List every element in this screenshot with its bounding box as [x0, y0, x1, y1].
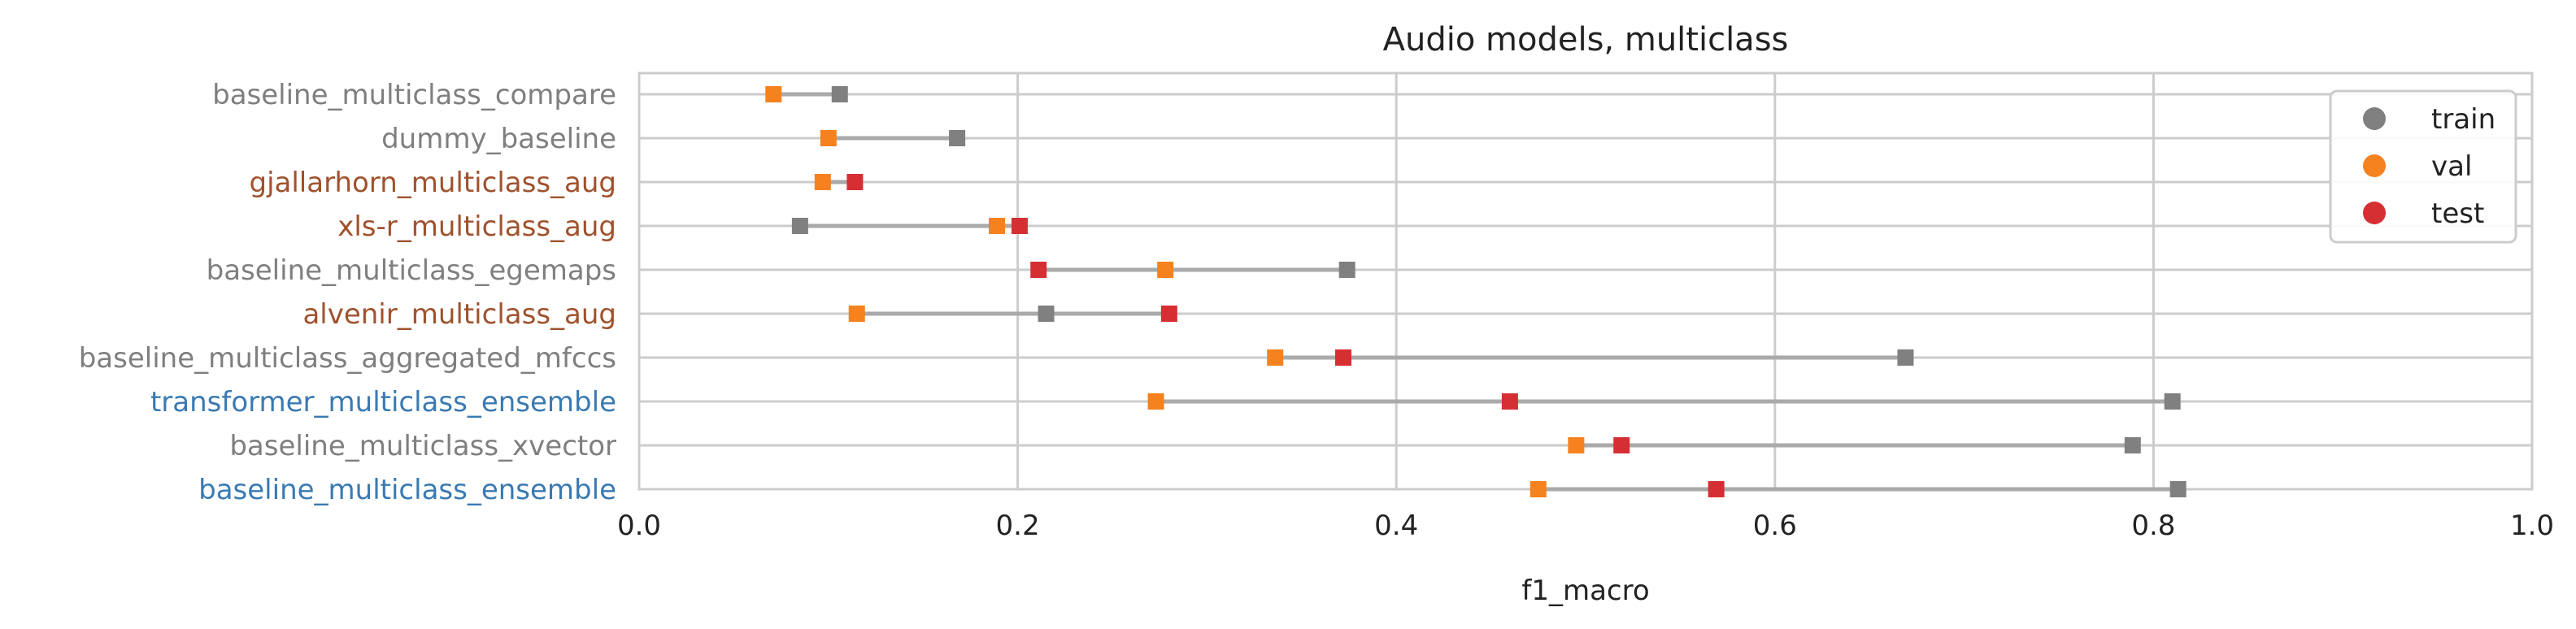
- val-marker: [1267, 349, 1284, 366]
- test-marker: [1501, 393, 1518, 410]
- train-marker: [949, 130, 966, 146]
- y-tick-label: baseline_multiclass_xvector: [229, 430, 616, 462]
- train-marker: [2169, 481, 2187, 497]
- val-marker: [1157, 262, 1174, 278]
- x-tick-label: 1.0: [2510, 510, 2554, 542]
- x-tick-label: 0.6: [1753, 510, 1797, 542]
- x-axis-label: f1_macro: [1521, 575, 1649, 607]
- x-tick-label: 0.8: [2131, 510, 2175, 542]
- train-marker: [831, 86, 848, 102]
- x-axis-ticks: 0.0 0.2 0.4 0.6 0.8 1.0: [617, 510, 2554, 542]
- legend-swatch-val: [2363, 154, 2386, 177]
- test-marker: [1030, 262, 1047, 278]
- legend-label: test: [2431, 197, 2484, 230]
- grid: [637, 73, 2534, 491]
- legend-swatch-test: [2363, 202, 2386, 224]
- test-marker: [1613, 437, 1630, 453]
- test-marker: [1335, 349, 1352, 366]
- chart-title: Audio models, multiclass: [1383, 21, 1789, 59]
- x-tick-label: 0.4: [1374, 510, 1418, 542]
- x-tick-label: 0.0: [617, 510, 661, 542]
- y-tick-label: baseline_multiclass_aggregated_mfccs: [79, 342, 616, 375]
- train-marker: [1338, 262, 1355, 278]
- plot-area: [637, 72, 2534, 491]
- test-marker: [1160, 306, 1177, 322]
- y-axis-labels: baseline_multiclass_compare dummy_baselin…: [79, 79, 616, 506]
- y-tick-label: dummy_baseline: [381, 123, 616, 155]
- val-marker: [820, 130, 837, 146]
- train-marker: [2164, 393, 2181, 410]
- legend: train val test: [2329, 89, 2517, 244]
- test-marker: [846, 174, 864, 190]
- train-marker: [791, 218, 808, 234]
- val-marker: [765, 86, 782, 102]
- markers: [765, 86, 2187, 497]
- legend-swatch-train: [2363, 107, 2386, 130]
- val-marker: [1530, 481, 1547, 497]
- val-marker: [1147, 393, 1164, 410]
- test-marker: [1011, 218, 1028, 234]
- y-tick-label: transformer_multiclass_ensemble: [150, 386, 616, 419]
- y-tick-label: alvenir_multiclass_aug: [302, 298, 616, 331]
- range-lines: [773, 92, 2178, 492]
- val-marker: [988, 218, 1005, 234]
- y-tick-label: baseline_multiclass_compare: [212, 79, 616, 111]
- train-marker: [1897, 349, 1914, 366]
- y-tick-label: baseline_multiclass_egemaps: [207, 254, 616, 287]
- y-tick-label: gjallarhorn_multiclass_aug: [249, 167, 616, 199]
- legend-label: val: [2431, 150, 2472, 183]
- val-marker: [1568, 437, 1585, 453]
- train-marker: [1038, 306, 1055, 322]
- val-marker: [848, 306, 865, 322]
- train-marker: [2124, 437, 2141, 453]
- test-marker: [1708, 481, 1725, 497]
- x-tick-label: 0.2: [996, 510, 1040, 542]
- legend-label: train: [2431, 103, 2496, 136]
- y-tick-label: baseline_multiclass_ensemble: [198, 474, 616, 506]
- y-tick-label: xls-r_multiclass_aug: [337, 210, 616, 243]
- val-marker: [814, 174, 831, 190]
